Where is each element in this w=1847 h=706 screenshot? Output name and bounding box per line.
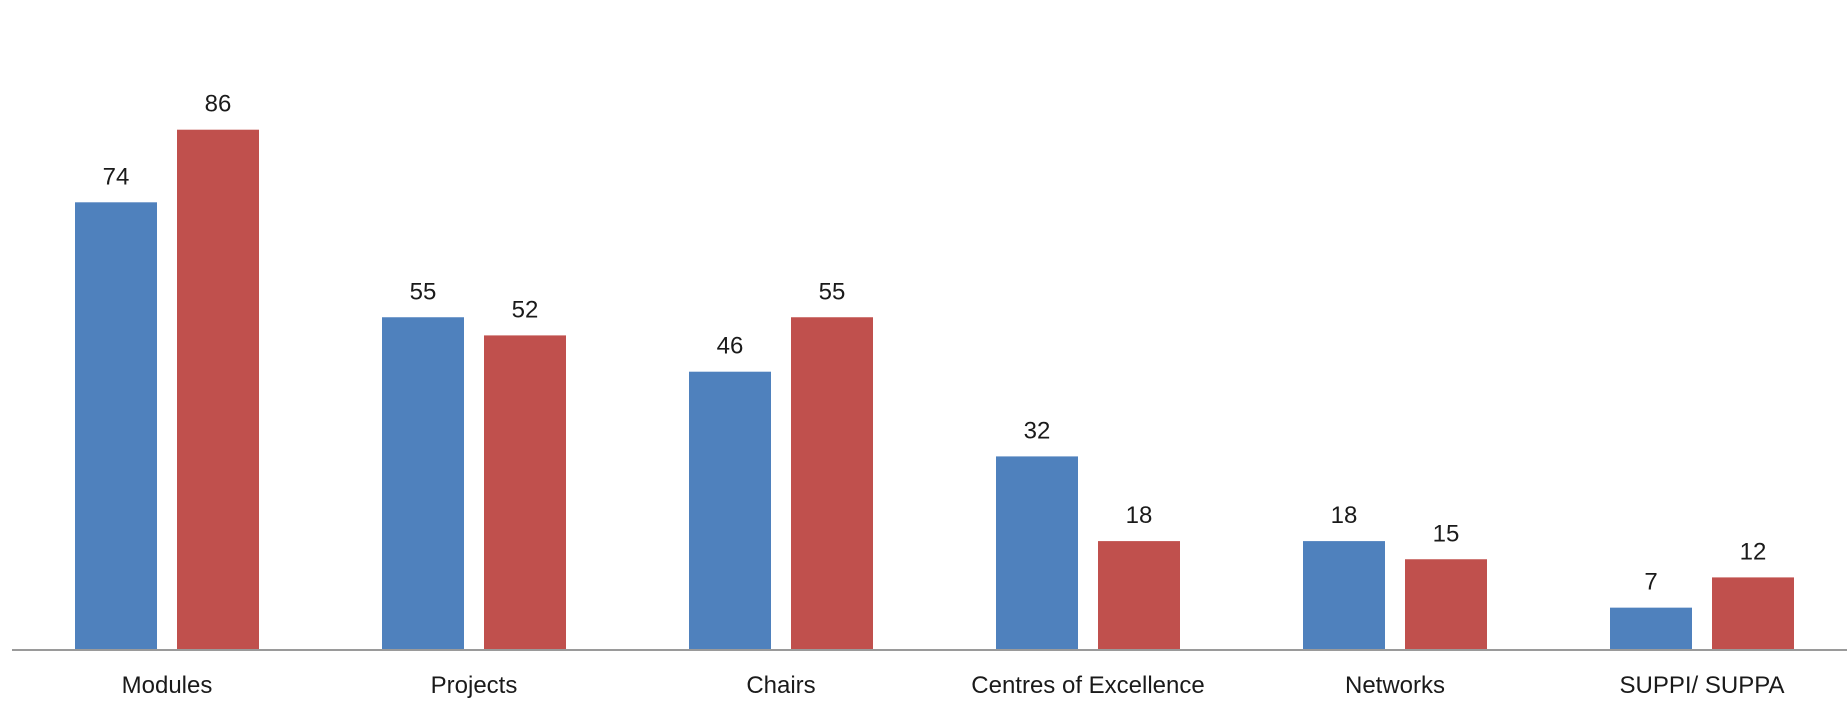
bar-series-2-suppi-suppa (1712, 577, 1794, 650)
bar-series-2-networks (1405, 559, 1487, 650)
data-label: 15 (1433, 520, 1460, 547)
bar-series-2-centres-of-excellence (1098, 541, 1180, 650)
bar-series-1-projects (382, 317, 464, 650)
bar-series-2-projects (484, 335, 566, 650)
bar-series-1-suppi-suppa (1610, 607, 1692, 650)
category-label: Chairs (746, 672, 815, 699)
category-label: Projects (431, 672, 518, 699)
bar-series-1-chairs (689, 371, 771, 650)
data-label: 52 (512, 296, 539, 323)
data-label: 18 (1126, 502, 1153, 529)
bar-series-1-networks (1303, 541, 1385, 650)
bar-series-1-centres-of-excellence (996, 456, 1078, 650)
category-label: Networks (1345, 672, 1445, 699)
data-label: 18 (1331, 502, 1358, 529)
bar-series-2-modules (177, 129, 259, 650)
value-labels-layer: 74 86 55 52 46 55 32 18 18 15 7 12 (103, 91, 1767, 596)
category-label: Centres of Excellence (971, 672, 1204, 699)
data-label: 12 (1740, 538, 1767, 565)
data-label: 46 (717, 333, 744, 360)
bar-series-2-chairs (791, 317, 873, 650)
category-label: SUPPI/ SUPPA (1620, 672, 1785, 699)
data-label: 7 (1644, 569, 1657, 596)
category-label: Modules (122, 672, 213, 699)
data-label: 74 (103, 163, 130, 190)
data-label: 32 (1024, 417, 1051, 444)
data-label: 55 (819, 278, 846, 305)
bars-layer (75, 129, 1794, 651)
data-label: 55 (410, 278, 437, 305)
data-label: 86 (205, 91, 232, 118)
category-labels-layer: Modules Projects Chairs Centres of Excellen… (122, 672, 1785, 699)
bar-series-1-modules (75, 202, 157, 651)
